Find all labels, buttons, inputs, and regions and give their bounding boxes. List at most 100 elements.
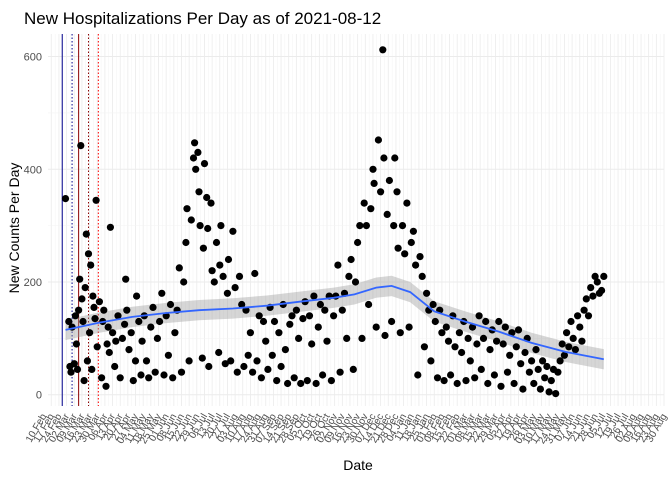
data-point — [401, 250, 409, 258]
y-tick-label: 200 — [24, 277, 42, 289]
data-point — [360, 199, 368, 207]
data-point — [216, 261, 224, 269]
data-point — [356, 222, 364, 230]
data-point — [412, 261, 420, 269]
data-point — [79, 317, 87, 326]
data-point — [495, 317, 503, 326]
data-point — [316, 300, 324, 309]
data-point — [156, 317, 164, 326]
data-point — [512, 343, 520, 351]
data-point — [471, 374, 479, 382]
data-point — [255, 312, 263, 320]
data-point — [563, 329, 571, 337]
data-point — [286, 320, 294, 328]
data-point — [393, 188, 401, 196]
data-point — [262, 337, 270, 345]
trend-line — [65, 284, 604, 361]
data-point — [189, 154, 198, 162]
data-point — [310, 292, 318, 300]
data-point — [212, 238, 221, 247]
data-point — [431, 317, 439, 326]
data-point — [171, 329, 179, 337]
data-point — [199, 244, 207, 252]
data-point — [514, 326, 523, 334]
data-point — [138, 337, 146, 345]
y-axis-title: New Counts Per Day — [6, 163, 22, 294]
grid — [48, 34, 665, 406]
data-point — [196, 222, 204, 230]
data-point — [215, 348, 223, 357]
data-point — [490, 371, 498, 379]
data-point — [133, 292, 141, 300]
data-point — [351, 278, 360, 286]
data-point — [493, 337, 501, 345]
data-point — [409, 227, 417, 235]
data-point — [327, 377, 335, 385]
data-point — [95, 298, 103, 306]
data-point — [506, 351, 514, 359]
data-point — [67, 368, 75, 376]
data-point — [72, 340, 80, 348]
data-point — [273, 377, 281, 385]
data-point — [510, 379, 518, 388]
data-point — [200, 160, 209, 168]
data-point — [142, 357, 151, 365]
data-point — [473, 340, 481, 348]
data-point — [204, 224, 212, 233]
data-point — [380, 154, 388, 162]
data-point — [246, 329, 254, 337]
data-point — [591, 272, 599, 280]
data-point — [203, 193, 211, 202]
data-point — [372, 323, 380, 331]
data-point — [149, 303, 157, 311]
data-point — [205, 362, 213, 371]
data-point — [377, 188, 385, 196]
data-point — [112, 337, 120, 345]
data-point — [593, 278, 601, 286]
data-point — [210, 278, 218, 286]
data-point — [180, 278, 188, 286]
data-point — [453, 379, 461, 388]
data-point — [129, 377, 137, 385]
data-point — [98, 374, 106, 382]
data-point — [187, 216, 195, 224]
data-point — [347, 255, 355, 264]
data-point — [114, 312, 122, 320]
data-point — [451, 343, 459, 351]
data-point — [183, 205, 191, 213]
data-point — [338, 306, 346, 314]
data-point — [70, 360, 78, 368]
data-point — [388, 317, 396, 326]
data-point — [91, 315, 99, 323]
data-point — [508, 329, 516, 337]
data-point — [484, 379, 492, 388]
data-point — [482, 317, 490, 326]
data-point — [78, 295, 86, 303]
data-point — [543, 362, 551, 371]
data-point — [420, 343, 428, 351]
data-point — [224, 255, 233, 264]
data-point — [525, 368, 534, 376]
data-point — [587, 284, 595, 292]
data-point — [194, 148, 202, 156]
data-point — [552, 390, 560, 398]
data-point — [299, 315, 307, 323]
y-tick-label: 400 — [24, 164, 42, 176]
data-point — [264, 365, 272, 373]
data-point — [385, 176, 393, 185]
data-point — [116, 374, 124, 382]
data-point — [158, 289, 166, 297]
data-point — [349, 365, 357, 373]
data-point — [314, 323, 322, 331]
data-point — [175, 264, 183, 272]
data-point — [365, 300, 373, 309]
data-point — [166, 300, 175, 309]
data-point — [391, 154, 399, 162]
data-point — [414, 371, 422, 379]
data-point — [65, 317, 73, 326]
data-point — [121, 320, 129, 328]
data-point — [370, 179, 378, 187]
data-point — [135, 317, 143, 326]
data-point — [281, 346, 289, 354]
y-axis-ticks: 0 200 400 600 — [24, 52, 42, 402]
